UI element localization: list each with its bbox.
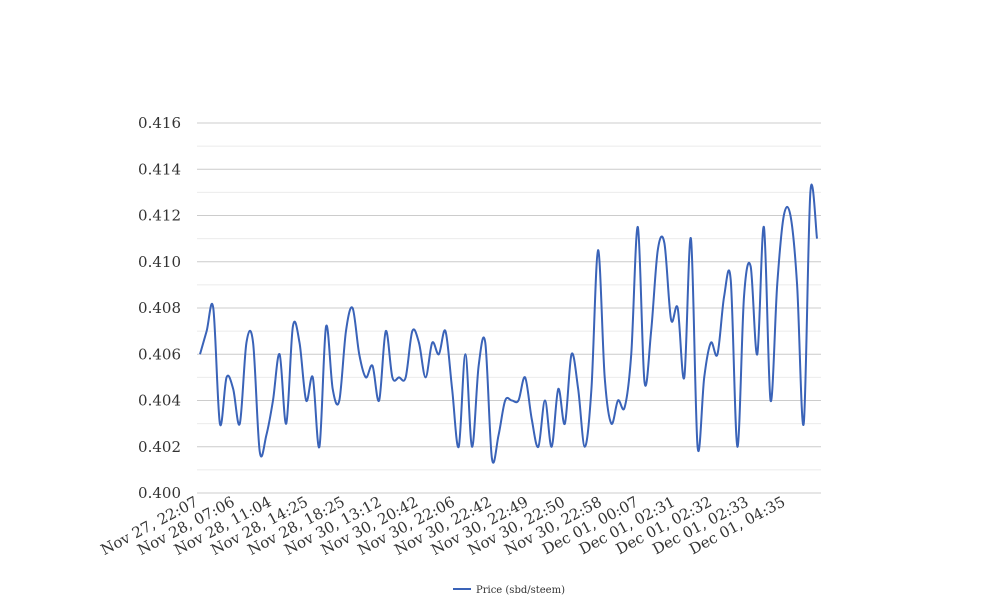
y-tick-label: 0.416 [138, 114, 181, 132]
legend-label: Price (sbd/steem) [476, 585, 565, 596]
y-tick-label: 0.412 [138, 207, 181, 225]
grid [197, 122, 821, 494]
series-line-0 [199, 183, 818, 464]
y-tick-label: 0.406 [138, 345, 181, 363]
y-tick-label: 0.414 [138, 160, 181, 178]
y-tick-label: 0.404 [138, 392, 181, 410]
series-group [199, 183, 818, 464]
y-tick-label: 0.402 [138, 438, 181, 456]
y-tick-label: 0.408 [138, 299, 181, 317]
y-tick-label: 0.400 [138, 484, 181, 502]
legend[interactable]: Price (sbd/steem) [453, 585, 565, 596]
y-axis: 0.400 0.402 0.404 0.406 0.408 0.410 0.412 0.414… [138, 114, 181, 502]
y-tick-label: 0.410 [138, 253, 181, 271]
